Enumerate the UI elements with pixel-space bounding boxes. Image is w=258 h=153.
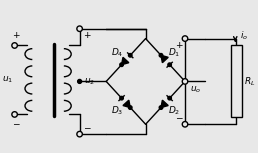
Text: +: + <box>83 31 90 40</box>
Circle shape <box>120 63 123 67</box>
Polygon shape <box>161 100 168 108</box>
Circle shape <box>183 122 187 126</box>
Bar <box>231 45 242 117</box>
Circle shape <box>128 106 132 109</box>
Text: $R_L$: $R_L$ <box>244 75 255 88</box>
Text: −: − <box>83 123 90 132</box>
Circle shape <box>159 54 163 57</box>
Text: $u_1$: $u_1$ <box>2 75 14 85</box>
Text: +: + <box>12 31 19 40</box>
Text: −: − <box>175 113 183 122</box>
Text: −: − <box>12 119 19 128</box>
Text: +: + <box>175 41 183 50</box>
Circle shape <box>78 79 82 83</box>
Circle shape <box>77 132 82 136</box>
Text: $D_1$: $D_1$ <box>168 47 180 59</box>
Text: $D_3$: $D_3$ <box>111 104 123 117</box>
Circle shape <box>168 96 171 100</box>
Polygon shape <box>161 55 168 63</box>
Polygon shape <box>123 100 130 108</box>
Circle shape <box>183 36 187 41</box>
Text: $i_o$: $i_o$ <box>240 29 248 42</box>
Circle shape <box>12 43 17 48</box>
Text: $D_4$: $D_4$ <box>111 47 123 59</box>
Text: $u_o$: $u_o$ <box>190 84 201 95</box>
Circle shape <box>159 106 163 109</box>
Circle shape <box>120 96 123 100</box>
Text: $u_2$: $u_2$ <box>84 76 95 87</box>
Circle shape <box>183 79 187 84</box>
Text: $D_2$: $D_2$ <box>168 104 180 117</box>
Circle shape <box>12 112 17 117</box>
Circle shape <box>168 63 171 67</box>
Polygon shape <box>122 57 129 65</box>
Circle shape <box>128 54 132 57</box>
Circle shape <box>77 27 82 31</box>
